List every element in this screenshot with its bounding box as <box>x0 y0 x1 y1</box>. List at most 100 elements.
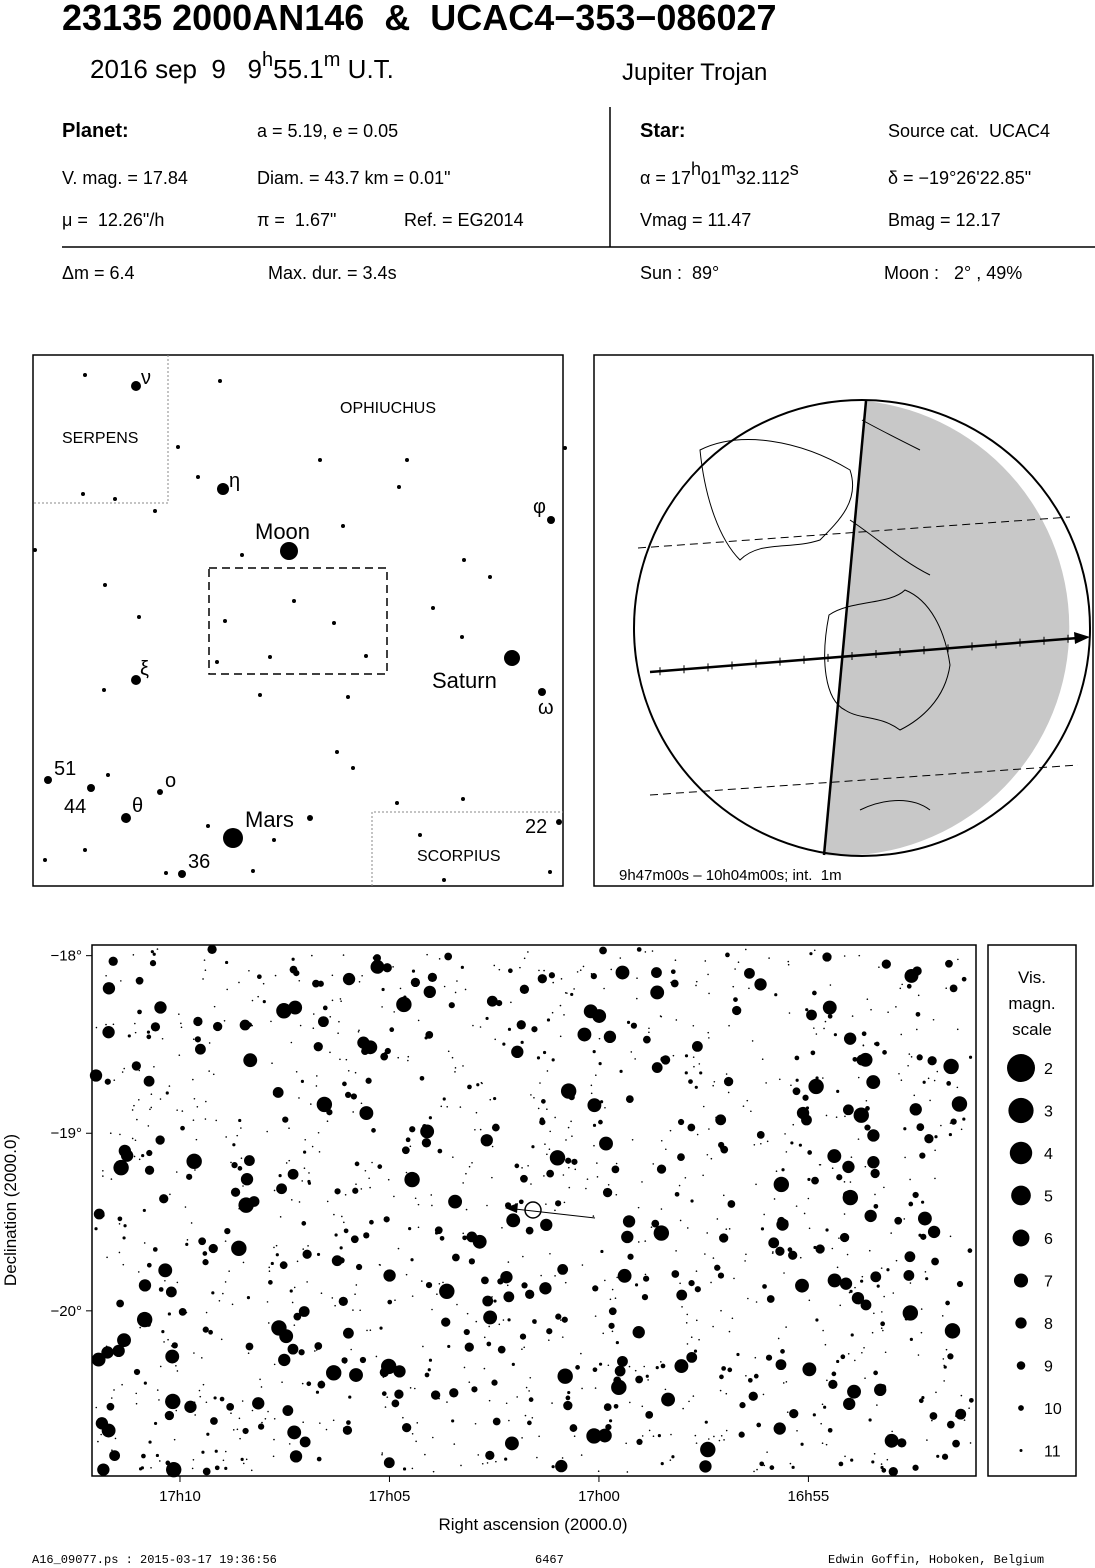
star <box>712 1325 714 1328</box>
star <box>728 1330 731 1333</box>
star <box>462 558 466 562</box>
star <box>822 1329 824 1332</box>
star <box>750 1110 752 1113</box>
star <box>223 1019 226 1022</box>
star <box>695 1442 698 1444</box>
star <box>425 1281 433 1289</box>
star <box>181 1110 184 1112</box>
legend-label: 9 <box>1044 1359 1053 1376</box>
star <box>460 635 464 639</box>
star <box>165 1393 181 1410</box>
star <box>599 946 607 955</box>
star <box>208 1243 218 1254</box>
star <box>245 1342 254 1351</box>
star <box>223 828 243 848</box>
star <box>766 1295 775 1303</box>
star <box>761 1058 764 1061</box>
continent <box>824 589 951 731</box>
legend-title: Vis. <box>1018 968 1046 987</box>
star <box>756 1131 765 1139</box>
star <box>387 1178 390 1181</box>
star <box>333 1213 335 1216</box>
date: 2016 sep 9 9h55.1m U.T. <box>90 49 394 84</box>
star <box>350 1235 359 1244</box>
star <box>869 1134 872 1137</box>
star <box>551 1465 555 1469</box>
star <box>850 1333 854 1337</box>
field-box <box>208 567 388 675</box>
star <box>626 1020 631 1024</box>
star <box>827 1013 833 1019</box>
star <box>815 1033 818 1035</box>
star <box>809 952 813 956</box>
star <box>173 1438 176 1441</box>
star <box>812 990 817 996</box>
star <box>577 1027 592 1042</box>
star <box>454 1067 457 1069</box>
star <box>358 1029 360 1032</box>
star <box>912 966 922 976</box>
star <box>854 1286 856 1289</box>
legend-dot <box>1013 1273 1029 1288</box>
star <box>773 1422 786 1435</box>
star <box>257 995 259 998</box>
star <box>600 1249 604 1254</box>
part: h <box>691 159 701 179</box>
star <box>650 1226 653 1228</box>
star <box>651 1219 660 1228</box>
star <box>695 1270 698 1272</box>
star <box>361 974 363 977</box>
star <box>342 1425 353 1435</box>
star <box>565 1395 571 1401</box>
star <box>352 1309 354 1311</box>
star <box>802 1094 809 1101</box>
info: μ = 12.26"/h <box>62 210 164 230</box>
star <box>431 606 435 610</box>
star <box>626 1471 629 1473</box>
star <box>240 1173 254 1186</box>
star <box>319 1422 321 1424</box>
star <box>826 1379 828 1382</box>
star <box>843 1397 856 1411</box>
star <box>180 1022 182 1025</box>
star <box>763 1464 766 1467</box>
star <box>543 1175 545 1177</box>
star <box>568 1186 571 1189</box>
star-label: φ <box>533 496 546 518</box>
star <box>961 976 967 982</box>
star <box>957 958 959 961</box>
star <box>565 1139 567 1141</box>
info: Diam. = 43.7 km = 0.01" <box>257 168 450 188</box>
star <box>508 1419 510 1422</box>
star <box>960 1128 963 1131</box>
star <box>644 951 647 953</box>
star <box>702 1174 704 1177</box>
star <box>775 1170 778 1173</box>
legend-title: magn. <box>1008 994 1055 1013</box>
star <box>605 1425 608 1427</box>
star <box>273 1418 276 1420</box>
star <box>836 1359 840 1364</box>
star <box>686 1343 689 1345</box>
star <box>925 1277 929 1281</box>
star <box>44 776 52 784</box>
star <box>502 1319 505 1321</box>
star <box>807 1150 813 1155</box>
central-line <box>649 636 1079 674</box>
star <box>520 1040 524 1044</box>
star <box>610 968 613 971</box>
star <box>359 1309 361 1312</box>
star <box>838 1461 844 1467</box>
star <box>551 1058 555 1062</box>
star <box>212 1073 215 1076</box>
star <box>343 1228 349 1234</box>
star <box>422 1345 424 1348</box>
star <box>727 1367 733 1373</box>
star <box>695 984 697 987</box>
star <box>218 1300 221 1302</box>
star <box>886 1268 890 1272</box>
star <box>381 987 385 992</box>
star <box>287 1343 299 1355</box>
star <box>240 1157 243 1160</box>
star <box>753 1143 756 1146</box>
